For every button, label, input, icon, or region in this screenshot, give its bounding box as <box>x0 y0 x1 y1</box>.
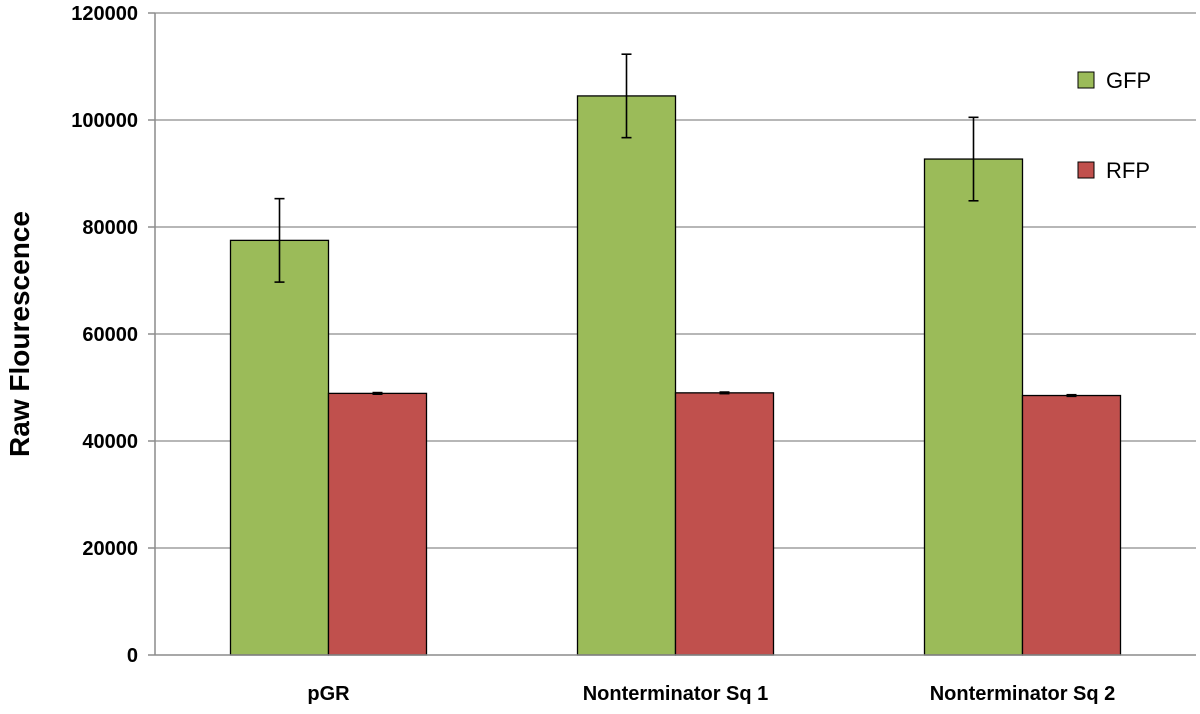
bar-gfp-0 <box>229 239 330 656</box>
legend: GFP RFP <box>1077 68 1151 183</box>
legend-label-gfp: GFP <box>1106 68 1151 93</box>
legend-swatch-rfp <box>1077 161 1095 179</box>
y-tick-label: 100000 <box>71 110 138 132</box>
legend-swatch-gfp <box>1077 71 1095 89</box>
x-category-label: pGR <box>307 683 350 705</box>
y-axis-title: Raw Flourescence <box>4 211 35 457</box>
bar-rfp-2 <box>1021 394 1122 656</box>
bar-rfp-0 <box>327 392 428 656</box>
bar-gfp-1 <box>576 95 677 656</box>
axes <box>154 13 1196 656</box>
legend-label-rfp: RFP <box>1106 158 1150 183</box>
x-axis-categories: pGR Nonterminator Sq 1 Nonterminator Sq 2 <box>307 683 1115 705</box>
y-tick-label: 40000 <box>82 431 138 453</box>
x-category-label: Nonterminator Sq 2 <box>930 683 1116 705</box>
x-category-label: Nonterminator Sq 1 <box>583 683 769 705</box>
y-tick-label: 120000 <box>71 3 138 25</box>
bar-rfp-1 <box>674 392 775 656</box>
y-tick-label: 20000 <box>82 538 138 560</box>
bar-gfp-2 <box>923 158 1024 656</box>
y-axis-ticks: 0 20000 40000 60000 80000 100000 120000 <box>71 3 155 667</box>
y-tick-label: 0 <box>127 645 138 667</box>
y-tick-label: 80000 <box>82 217 138 239</box>
bars <box>229 95 1122 656</box>
error-bars <box>274 53 1077 398</box>
y-tick-label: 60000 <box>82 324 138 346</box>
